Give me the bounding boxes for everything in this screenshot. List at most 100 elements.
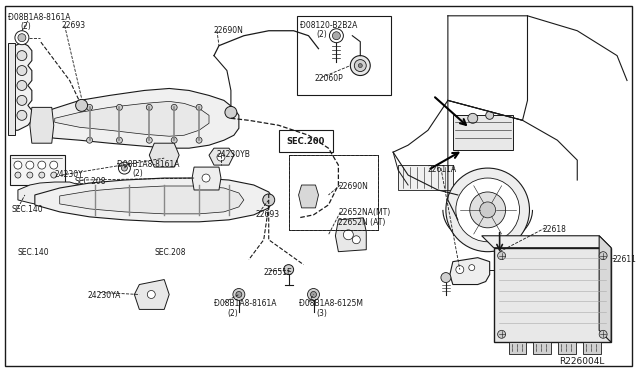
Circle shape (39, 172, 45, 178)
Text: (2): (2) (227, 310, 237, 318)
Circle shape (310, 292, 317, 298)
Polygon shape (299, 185, 319, 208)
Text: Ð08B1A8-8161A: Ð08B1A8-8161A (8, 13, 70, 22)
Polygon shape (60, 186, 244, 214)
Circle shape (441, 273, 451, 283)
Circle shape (171, 105, 177, 110)
Circle shape (17, 96, 27, 105)
Circle shape (202, 174, 210, 182)
Circle shape (480, 202, 495, 218)
Bar (583, 342, 601, 354)
Bar (558, 342, 576, 354)
Bar (398, 165, 453, 190)
Text: 24230YB: 24230YB (217, 150, 251, 159)
Circle shape (116, 105, 122, 110)
Circle shape (353, 236, 360, 244)
Text: 22651E: 22651E (264, 267, 292, 277)
Polygon shape (12, 43, 32, 130)
Circle shape (15, 172, 21, 178)
Circle shape (468, 113, 477, 123)
Bar (509, 342, 527, 354)
Circle shape (456, 266, 464, 273)
Circle shape (118, 162, 131, 174)
Text: 22652NA(MT): 22652NA(MT) (339, 208, 390, 217)
Circle shape (350, 56, 371, 76)
Circle shape (196, 105, 202, 110)
Polygon shape (8, 43, 15, 135)
Polygon shape (192, 167, 221, 190)
Polygon shape (134, 279, 169, 310)
Circle shape (50, 161, 58, 169)
Polygon shape (18, 182, 84, 207)
Circle shape (51, 172, 57, 178)
Circle shape (38, 161, 46, 169)
Bar (296, 16, 391, 96)
Circle shape (468, 264, 475, 270)
Polygon shape (35, 89, 239, 148)
Bar (534, 342, 552, 354)
Text: 24230YA: 24230YA (88, 292, 121, 301)
Circle shape (225, 106, 237, 118)
Text: R226004L: R226004L (559, 357, 605, 366)
Text: 22060P: 22060P (314, 74, 343, 83)
Circle shape (147, 137, 152, 143)
Polygon shape (493, 248, 611, 342)
Circle shape (498, 330, 506, 338)
Bar (10, 155, 65, 185)
Bar (453, 115, 513, 150)
Circle shape (358, 64, 362, 68)
Text: (2): (2) (317, 30, 327, 39)
Polygon shape (450, 258, 490, 285)
Circle shape (26, 161, 34, 169)
Circle shape (332, 32, 340, 40)
Circle shape (147, 105, 152, 110)
Circle shape (344, 230, 353, 240)
Circle shape (171, 137, 177, 143)
Circle shape (355, 60, 366, 71)
Text: Ð08B1A8-6125M: Ð08B1A8-6125M (299, 299, 363, 308)
Circle shape (498, 252, 506, 260)
Circle shape (470, 192, 506, 228)
Circle shape (301, 188, 316, 202)
Polygon shape (30, 108, 54, 143)
Circle shape (27, 172, 33, 178)
Circle shape (456, 178, 520, 242)
Text: 22690N: 22690N (339, 182, 368, 191)
Text: Ð08120-B2B2A: Ð08120-B2B2A (300, 21, 357, 30)
Polygon shape (335, 218, 366, 252)
Circle shape (86, 137, 93, 143)
Text: 24230Y: 24230Y (55, 170, 83, 179)
Text: Ð08B1A8-8161A: Ð08B1A8-8161A (214, 299, 276, 308)
Text: SEC.200: SEC.200 (286, 137, 324, 146)
Circle shape (15, 31, 29, 45)
Text: Ð08B1A8-8161A: Ð08B1A8-8161A (118, 160, 180, 169)
Circle shape (486, 111, 493, 119)
Circle shape (217, 153, 225, 161)
Circle shape (17, 51, 27, 61)
Circle shape (14, 161, 22, 169)
Text: 22611A: 22611A (428, 165, 457, 174)
Bar (289, 155, 378, 230)
Text: SEC.140: SEC.140 (12, 205, 44, 214)
Circle shape (599, 330, 607, 338)
Circle shape (330, 29, 344, 43)
Text: SEC.208: SEC.208 (75, 177, 106, 186)
Polygon shape (55, 102, 209, 136)
Polygon shape (599, 236, 611, 342)
Text: (3): (3) (317, 310, 328, 318)
Circle shape (284, 264, 294, 275)
Circle shape (76, 99, 88, 111)
Text: SEC.140: SEC.140 (18, 248, 49, 257)
Circle shape (147, 291, 156, 298)
Circle shape (18, 34, 26, 42)
Circle shape (196, 137, 202, 143)
Circle shape (122, 165, 127, 171)
Circle shape (599, 252, 607, 260)
Text: 22693: 22693 (256, 210, 280, 219)
Circle shape (236, 292, 242, 298)
Circle shape (86, 105, 93, 110)
Text: 22611: 22611 (612, 255, 636, 264)
Polygon shape (149, 143, 179, 167)
Polygon shape (482, 236, 611, 248)
Circle shape (233, 289, 245, 301)
